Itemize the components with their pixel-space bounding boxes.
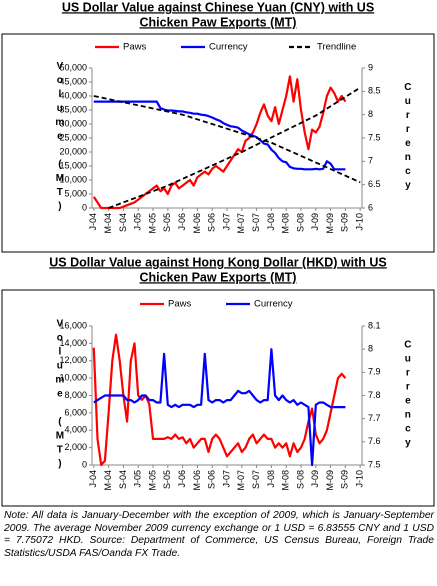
x-tick-label: M-04 — [103, 213, 113, 234]
x-tick-label: M-07 — [236, 213, 246, 234]
y-tick-label: 0 — [82, 459, 87, 469]
x-tick-label: S-07 — [251, 470, 261, 489]
y2-tick-label: 7.6 — [368, 436, 381, 446]
x-tick-label: J-08 — [266, 213, 276, 231]
y2-tick-label: 8 — [368, 109, 373, 119]
chart-title: Chicken Paw Exports (MT) — [140, 270, 297, 284]
x-tick-label: S-06 — [207, 470, 217, 489]
x-tick-label: J-10 — [355, 470, 365, 488]
y2-tick-label: 7.9 — [368, 367, 381, 377]
x-tick-label: S-06 — [207, 213, 217, 232]
x-tick-label: J-06 — [177, 470, 187, 488]
x-tick-label: M-09 — [325, 470, 335, 491]
series-line — [92, 75, 347, 210]
y-tick-label: 45,000 — [59, 76, 87, 86]
y2-tick-label: 8.1 — [368, 320, 381, 330]
y-axis-label: Volume (MT) — [54, 61, 65, 215]
y-tick-label: 25,000 — [59, 132, 87, 142]
x-tick-label: M-06 — [192, 470, 202, 491]
y-tick-label: 6,000 — [64, 407, 87, 417]
y-tick-label: 10,000 — [59, 373, 87, 383]
y-tick-label: 30,000 — [59, 118, 87, 128]
x-tick-label: J-09 — [310, 470, 320, 488]
x-tick-label: S-09 — [340, 470, 350, 489]
x-tick-label: M-09 — [325, 213, 335, 234]
legend-label: Paws — [123, 42, 146, 53]
x-tick-label: J-05 — [133, 213, 143, 231]
chart-title: Chicken Paw Exports (MT) — [140, 15, 297, 29]
x-tick-label: J-07 — [221, 213, 231, 231]
trendline — [93, 95, 361, 184]
x-tick-label: J-04 — [88, 213, 98, 231]
chart-title: US Dollar Value against Hong Kong Dollar… — [49, 255, 387, 269]
x-tick-label: M-05 — [147, 470, 157, 491]
x-tick-label: M-08 — [281, 213, 291, 234]
x-tick-label: S-07 — [251, 213, 261, 232]
y-tick-label: 35,000 — [59, 104, 87, 114]
legend-label: Trendline — [317, 42, 356, 53]
x-tick-label: M-07 — [236, 470, 246, 491]
x-tick-label: S-05 — [162, 213, 172, 232]
y-tick-label: 16,000 — [59, 320, 87, 330]
y-tick-label: 5,000 — [64, 188, 87, 198]
y-tick-label: 40,000 — [59, 90, 87, 100]
y-tick-label: 14,000 — [59, 338, 87, 348]
x-tick-label: M-04 — [103, 470, 113, 491]
chart-frame — [1, 33, 435, 253]
trendline — [108, 86, 361, 209]
y2-tick-label: 9 — [368, 62, 373, 72]
x-tick-label: J-09 — [310, 213, 320, 231]
x-tick-label: J-07 — [221, 470, 231, 488]
x-tick-label: J-08 — [266, 470, 276, 488]
y2-tick-label: 7.5 — [368, 132, 381, 142]
legend-label: Paws — [168, 299, 191, 310]
chart-frame — [1, 289, 435, 507]
y-axis-label: Volume (MT) — [54, 319, 65, 473]
x-tick-label: S-04 — [118, 470, 128, 489]
y-tick-label: 12,000 — [59, 355, 87, 365]
series-line — [93, 348, 346, 467]
x-tick-label: M-05 — [147, 213, 157, 234]
y-tick-label: 8,000 — [64, 390, 87, 400]
y-tick-label: 20,000 — [59, 146, 87, 156]
note: Note: All data is January-December with … — [4, 510, 434, 559]
y-tick-label: 0 — [82, 202, 87, 212]
legend-label: Currency — [254, 299, 293, 310]
series-line — [93, 100, 346, 171]
y2-tick-label: 8.5 — [368, 86, 381, 96]
y2-tick-label: 7 — [368, 156, 373, 166]
x-tick-label: M-06 — [192, 213, 202, 234]
y2-axis-label: Currency — [402, 82, 413, 194]
y2-tick-label: 7.7 — [368, 413, 381, 423]
x-tick-label: S-08 — [295, 213, 305, 232]
y2-tick-label: 6 — [368, 202, 373, 212]
x-tick-label: J-05 — [133, 470, 143, 488]
y2-tick-label: 7.8 — [368, 390, 381, 400]
series-line — [92, 333, 347, 467]
y2-tick-label: 8 — [368, 344, 373, 354]
x-tick-label: J-10 — [355, 213, 365, 231]
y-tick-label: 50,000 — [59, 62, 87, 72]
legend-label: Currency — [209, 42, 248, 53]
x-tick-label: S-05 — [162, 470, 172, 489]
y-tick-label: 4,000 — [64, 425, 87, 435]
chart-title: US Dollar Value against Chinese Yuan (CN… — [62, 0, 374, 14]
y2-tick-label: 7.5 — [368, 459, 381, 469]
y2-axis-label: Currency — [402, 340, 413, 452]
x-tick-label: S-08 — [295, 470, 305, 489]
x-tick-label: J-06 — [177, 213, 187, 231]
y-tick-label: 15,000 — [59, 160, 87, 170]
y-tick-label: 2,000 — [64, 442, 87, 452]
y-tick-label: 10,000 — [59, 174, 87, 184]
x-tick-label: S-04 — [118, 213, 128, 232]
x-tick-label: J-04 — [88, 470, 98, 488]
x-tick-label: S-09 — [340, 213, 350, 232]
y2-tick-label: 6.5 — [368, 179, 381, 189]
x-tick-label: M-08 — [281, 470, 291, 491]
